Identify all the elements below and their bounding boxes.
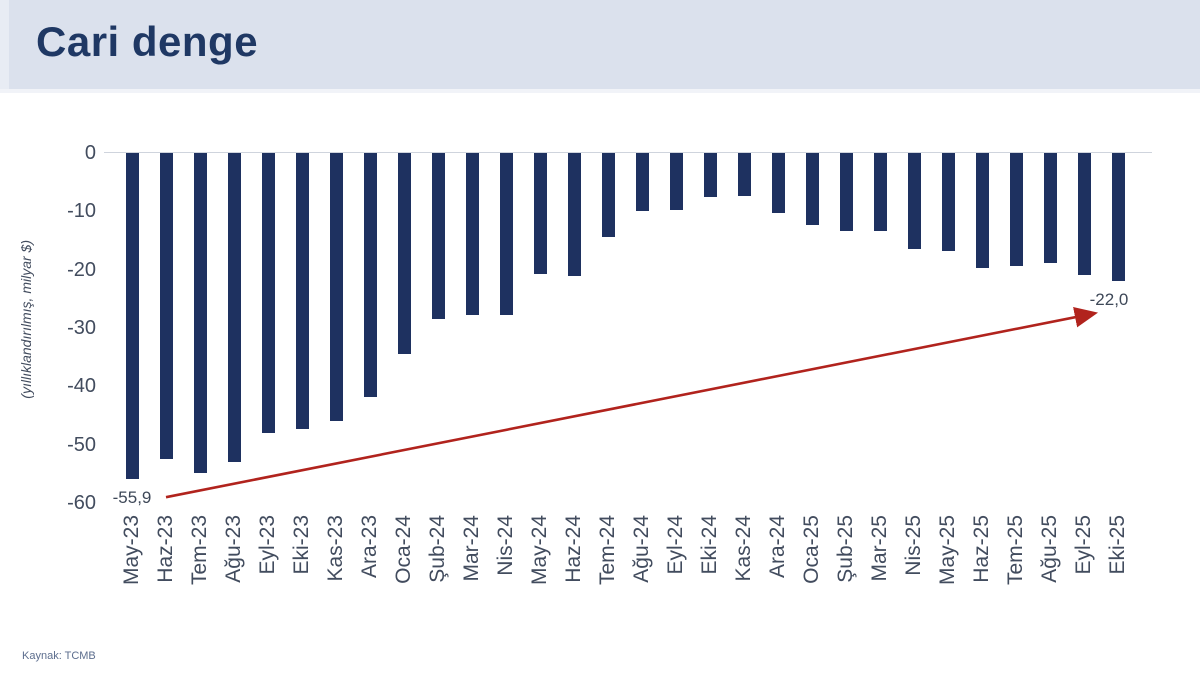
- x-axis-label-May-24: May-24: [528, 515, 551, 586]
- x-axis-label-Eyl-24: Eyl-24: [664, 515, 687, 575]
- x-axis-label-Ara-24: Ara-24: [766, 515, 789, 579]
- bar-Şub-24: [431, 153, 445, 320]
- page-title: Cari denge: [36, 18, 259, 65]
- bar-Ağu-23: [227, 153, 241, 463]
- x-axis-label-Tem-25: Tem-25: [1004, 515, 1027, 586]
- bar-Eyl-25: [1077, 153, 1091, 275]
- bar-Haz-23: [159, 153, 173, 460]
- trend-arrow-line: [165, 307, 1099, 499]
- x-axis-label-Haz-25: Haz-25: [970, 515, 993, 583]
- bar-May-25: [941, 153, 955, 251]
- plot-area: May-23 Haz-23 Tem-23 Ağu-23 Eyl-23 Eki-23 Kas-…: [67, 142, 1152, 585]
- bar-Tem-23: [193, 153, 207, 473]
- bar-Eki-23: [295, 153, 309, 429]
- data-label-Eki-25: -22,0: [1089, 290, 1129, 310]
- x-axis-label-Ağu-24: Ağu-24: [630, 515, 653, 583]
- bar-Ara-23: [363, 153, 377, 398]
- x-axis-label-Mar-24: Mar-24: [460, 515, 483, 582]
- bar-Nis-25: [907, 153, 921, 249]
- bar-Tem-25: [1009, 153, 1023, 267]
- x-axis-label-Şub-24: Şub-24: [426, 515, 449, 583]
- x-axis-label-May-25: May-25: [936, 515, 959, 586]
- x-axis-label-Oca-24: Oca-24: [392, 515, 415, 584]
- y-axis-tick--30: -30: [67, 317, 96, 339]
- x-axis-label-Haz-23: Haz-23: [154, 515, 177, 583]
- x-axis-label-Oca-25: Oca-25: [800, 515, 823, 584]
- x-axis-label-Eki-24: Eki-24: [698, 515, 721, 575]
- bar-May-24: [533, 153, 547, 275]
- x-axis-label-Haz-24: Haz-24: [562, 515, 585, 583]
- x-axis-label-Tem-24: Tem-24: [596, 515, 619, 586]
- bar-Haz-25: [975, 153, 989, 268]
- bar-Eyl-24: [669, 153, 683, 211]
- y-axis-tick--10: -10: [67, 200, 96, 223]
- y-axis-tick--50: -50: [67, 433, 96, 456]
- bar-Ara-24: [771, 153, 785, 213]
- bar-Mar-24: [465, 153, 479, 315]
- bar-Eyl-23: [261, 153, 275, 433]
- x-axis-label-Mar-25: Mar-25: [868, 515, 891, 582]
- header: Cari denge: [0, 0, 1200, 93]
- bar-Kas-24: [737, 153, 751, 197]
- bar-Nis-24: [499, 153, 513, 315]
- x-axis-label-Kas-23: Kas-23: [324, 515, 347, 582]
- x-axis-label-Eyl-25: Eyl-25: [1072, 515, 1095, 575]
- trend-arrow: [165, 307, 1099, 499]
- x-axis-label-Şub-25: Şub-25: [834, 515, 857, 583]
- x-axis-label-Kas-24: Kas-24: [732, 515, 755, 582]
- x-axis-label-Eyl-23: Eyl-23: [256, 515, 279, 575]
- y-axis-tick--60: -60: [67, 492, 96, 514]
- source-note: Kaynak: TCMB: [22, 650, 96, 662]
- bar-Eki-24: [703, 153, 717, 197]
- bar-Ağu-25: [1043, 153, 1057, 264]
- x-axis-label-Tem-23: Tem-23: [188, 515, 211, 586]
- zero-gridline: [104, 152, 1152, 153]
- bar-Haz-24: [567, 153, 581, 276]
- bar-Şub-25: [839, 153, 853, 232]
- y-axis-tick-0: 0: [84, 142, 96, 164]
- x-axis-label-May-23: May-23: [120, 515, 143, 586]
- x-axis-label-Nis-24: Nis-24: [494, 515, 517, 576]
- data-label-May-23: -55,9: [112, 488, 152, 508]
- x-axis-label-Ara-23: Ara-23: [358, 515, 381, 579]
- y-axis-tick--20: -20: [67, 258, 96, 281]
- bar-May-23: [125, 153, 139, 480]
- x-axis-label-Ağu-25: Ağu-25: [1038, 515, 1061, 583]
- bar-Ağu-24: [635, 153, 649, 212]
- bar-Mar-25: [873, 153, 887, 232]
- bar-Eki-25: [1111, 153, 1125, 282]
- x-axis-label-Eki-25: Eki-25: [1106, 515, 1129, 575]
- bar-Oca-25: [805, 153, 819, 226]
- bar-Oca-24: [397, 153, 411, 354]
- y-axis-tick--40: -40: [67, 375, 96, 398]
- bar-Tem-24: [601, 153, 615, 237]
- x-axis-label-Ağu-23: Ağu-23: [222, 515, 245, 583]
- bar-Kas-23: [329, 153, 343, 421]
- x-axis-label-Eki-23: Eki-23: [290, 515, 313, 575]
- x-axis-label-Nis-25: Nis-25: [902, 515, 925, 576]
